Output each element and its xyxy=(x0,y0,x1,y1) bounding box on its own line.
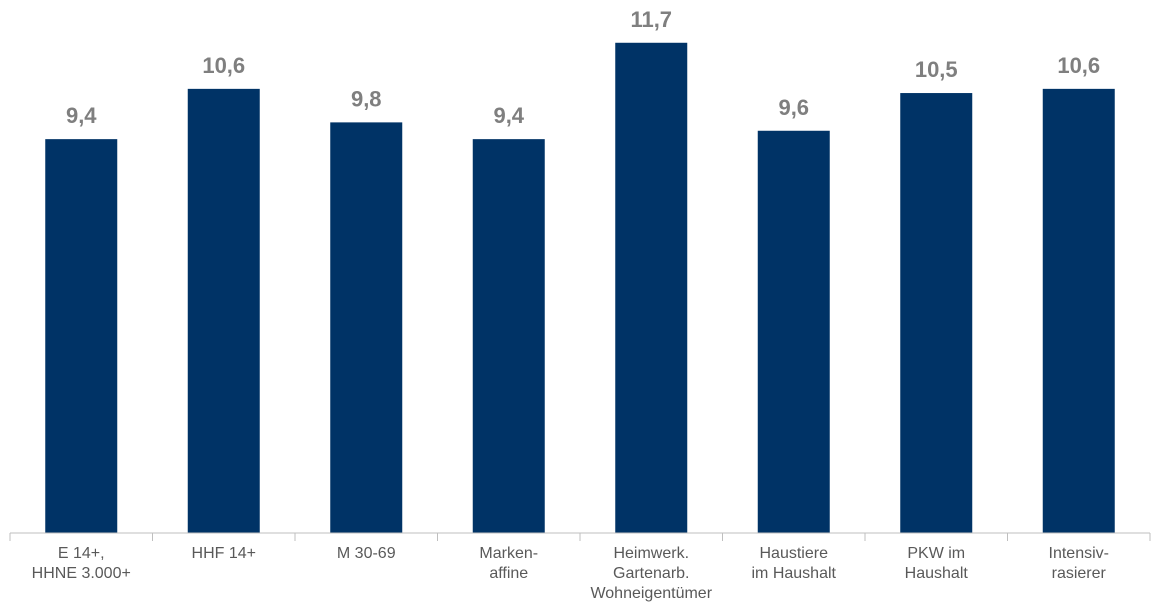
category-label: HHF 14+ xyxy=(192,545,256,562)
bar xyxy=(330,122,403,533)
category-label-line: Marken- xyxy=(479,545,538,562)
x-axis-ticks-group xyxy=(9,533,1151,541)
category-label: Heimwerk. Gartenarb. Wohneigentümer xyxy=(590,545,712,602)
bar xyxy=(187,88,260,534)
category-label-line: Gartenarb. xyxy=(613,565,689,582)
category-label: Marken-affine xyxy=(479,545,538,582)
category-label: Haustiere im Haushalt xyxy=(752,545,837,582)
bar-value-label: 9,8 xyxy=(351,86,382,111)
category-label: E 14+, HHNE 3.000+ xyxy=(32,545,131,582)
category-label-line: HHF 14+ xyxy=(192,545,256,562)
value-labels-group: 9,4 10,6 9,8 9,4 11,7 9,6 10,5 10,6 xyxy=(66,7,1100,128)
bar-value-label: 9,6 xyxy=(778,95,809,120)
bar xyxy=(45,139,118,533)
category-label: PKW im Haushalt xyxy=(905,545,969,582)
category-label-line: rasierer xyxy=(1052,565,1107,582)
category-label-line: PKW im xyxy=(907,545,965,562)
bar xyxy=(757,130,830,533)
category-label-line: Heimwerk. xyxy=(613,545,689,562)
bar-value-label: 9,4 xyxy=(66,103,97,128)
bar xyxy=(900,93,973,534)
category-label-line: Wohneigentümer xyxy=(590,585,712,602)
bar xyxy=(1042,88,1115,534)
category-label-line: affine xyxy=(489,565,528,582)
bar-value-label: 10,6 xyxy=(1057,53,1100,78)
category-label-line: M 30-69 xyxy=(337,545,396,562)
bar-value-label: 9,4 xyxy=(493,103,524,128)
bar-value-label: 10,6 xyxy=(202,53,245,78)
category-label-line: Intensiv- xyxy=(1049,545,1109,562)
category-label-line: Haushalt xyxy=(905,565,969,582)
category-labels-group: E 14+, HHNE 3.000+ HHF 14+ M 30-69 Marken-af… xyxy=(32,545,1109,602)
bar-value-label: 10,5 xyxy=(915,57,958,82)
category-label: M 30-69 xyxy=(337,545,396,562)
category-label: Intensiv-rasierer xyxy=(1049,545,1109,582)
category-label-line: im Haushalt xyxy=(752,565,837,582)
bar xyxy=(472,139,545,533)
category-label-line: Haustiere xyxy=(760,545,829,562)
bars-group xyxy=(45,42,1115,534)
category-label-line: E 14+, xyxy=(58,545,105,562)
category-label-line: HHNE 3.000+ xyxy=(32,565,131,582)
bar-value-label: 11,7 xyxy=(630,7,672,32)
bar xyxy=(615,42,688,534)
